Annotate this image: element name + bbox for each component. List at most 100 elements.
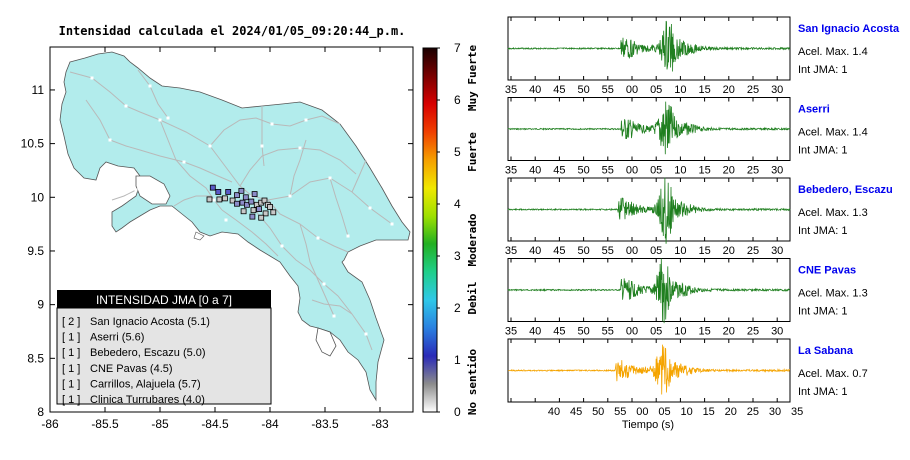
legend-item-intensity: [ 1 ] <box>62 378 80 390</box>
time-tick-label: 25 <box>747 406 759 418</box>
seismogram-0: 35 40 45 50 55 00 05 10 15 20 25 30 San Ignacio Acos… <box>505 16 900 96</box>
map-frame <box>49 46 414 413</box>
town-marker <box>134 188 138 192</box>
station-max-accel: Acel. Max. 1.3 <box>798 207 868 219</box>
station-marker <box>270 209 277 216</box>
time-tick-label: 15 <box>703 406 715 418</box>
time-tick-label: 20 <box>723 326 735 338</box>
station-marker <box>256 206 262 213</box>
station-name: Aserri <box>798 104 830 116</box>
road-9 <box>137 69 169 119</box>
x-tick-label: -83.5 <box>311 417 339 431</box>
station-max-accel: Acel. Max. 1.3 <box>798 288 868 300</box>
time-tick-label: 20 <box>723 84 735 96</box>
time-tick-label: 55 <box>602 165 614 177</box>
station-jma-intensity: Int JMA: 1 <box>798 386 848 398</box>
town-marker <box>182 160 186 164</box>
town-marker <box>212 198 216 202</box>
time-tick-label: 00 <box>626 84 638 96</box>
time-tick-label: 50 <box>592 406 604 418</box>
station-jma-intensity: Int JMA: 1 <box>798 225 848 237</box>
road-network <box>69 69 394 351</box>
time-tick-label: 20 <box>723 245 735 257</box>
road-14 <box>329 177 349 237</box>
station-marker <box>243 201 250 208</box>
legend-item-label: Carrillos, Alajuela (5.7) <box>90 378 201 390</box>
town-marker <box>224 218 228 222</box>
town-marker <box>90 76 94 80</box>
station-marker <box>258 214 265 221</box>
town-marker <box>368 206 372 210</box>
station-name: Bebedero, Escazu <box>798 184 893 196</box>
y-tick-label: 9.5 <box>27 244 44 258</box>
legend-header-bg <box>57 290 271 308</box>
time-tick-label: 35 <box>505 84 517 96</box>
station-marker <box>221 195 228 202</box>
road-6 <box>267 199 349 253</box>
legend-item-label: CNE Pavas (4.5) <box>90 363 173 375</box>
legend-item-intensity: [ 1 ] <box>62 363 80 375</box>
time-tick-label: 00 <box>626 326 638 338</box>
seismogram-trace <box>507 344 791 395</box>
town-marker <box>280 244 284 248</box>
time-tick-label: 25 <box>747 84 759 96</box>
road-12 <box>111 189 137 201</box>
station-marker <box>229 197 236 204</box>
colorbar-tick-label: 0 <box>454 405 461 419</box>
time-tick-label: 05 <box>650 165 662 177</box>
time-tick-label: 35 <box>791 406 803 418</box>
station-name: La Sabana <box>798 345 854 357</box>
time-tick-label: 05 <box>650 326 662 338</box>
colorbar-tick-label: 5 <box>454 145 461 159</box>
y-tick-label: 10 <box>31 190 45 204</box>
station-marker <box>251 191 258 197</box>
golfo-dulce <box>315 327 337 357</box>
station-marker <box>234 192 240 199</box>
colorbar-intensity-label: Debil <box>466 281 479 314</box>
colorbar-intensity-labels: No sentido Debil Moderado Fuerte Muy Fuerte <box>466 45 479 416</box>
time-tick-label: 05 <box>658 406 670 418</box>
x-tick-label: -85 <box>151 417 169 431</box>
station-marker <box>249 213 256 220</box>
time-tick-label: 30 <box>771 165 783 177</box>
legend-item-label: Bebedero, Escazu (5.0) <box>90 347 206 359</box>
x-tick-label: -86 <box>41 417 59 431</box>
town-marker <box>208 144 212 148</box>
y-tick-label: 8 <box>37 405 44 419</box>
town-marker <box>304 118 308 122</box>
road-11 <box>289 139 307 197</box>
station-marker <box>216 196 223 203</box>
colorbar-frame <box>422 47 438 413</box>
legend-item-label: Aserri (5.6) <box>90 332 144 344</box>
station-marker <box>209 184 216 191</box>
time-tick-label: 00 <box>626 165 638 177</box>
time-tick-label: 50 <box>577 326 589 338</box>
time-tick-label: 00 <box>626 245 638 257</box>
colorbar-tick-label: 7 <box>454 41 461 55</box>
x-tick-label: -84.5 <box>201 417 229 431</box>
legend-item-label: Clinica Turrubares (4.0) <box>90 394 205 406</box>
road-7 <box>221 209 279 257</box>
town-marker <box>158 118 162 122</box>
legend-item-intensity: [ 1 ] <box>62 332 80 344</box>
small-inlet <box>193 231 205 241</box>
station-markers <box>206 184 277 221</box>
seismogram-trace <box>507 20 791 72</box>
time-tick-label: 50 <box>577 84 589 96</box>
station-jma-intensity: Int JMA: 1 <box>798 145 848 157</box>
time-tick-label: 50 <box>577 245 589 257</box>
time-tick-label: 40 <box>529 245 541 257</box>
colorbar-intensity-label: Muy Fuerte <box>466 45 479 112</box>
x-tick-label: -84 <box>261 417 279 431</box>
time-tick-label: 10 <box>674 84 686 96</box>
road-15 <box>311 299 353 315</box>
time-tick-label: 40 <box>548 406 560 418</box>
town-marker <box>322 282 326 286</box>
colorbar-intensity-label: Fuerte <box>466 132 479 172</box>
town-marker <box>298 146 302 150</box>
y-tick-label: 10.5 <box>21 137 45 151</box>
time-tick-label: 25 <box>747 326 759 338</box>
time-tick-label: 30 <box>769 406 781 418</box>
town-marker <box>270 122 274 126</box>
